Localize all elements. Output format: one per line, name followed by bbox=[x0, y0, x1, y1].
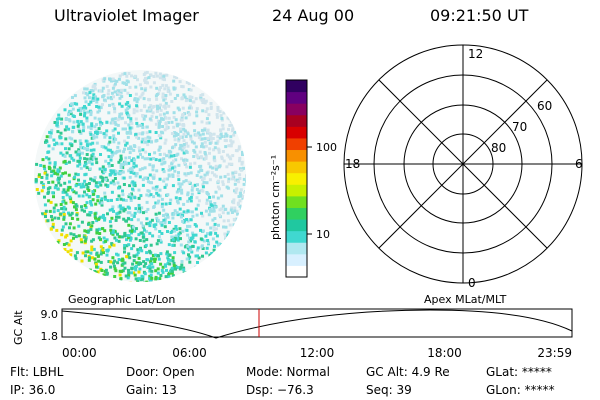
glon-status: GLon: ***** bbox=[486, 383, 555, 397]
colorbar-segment bbox=[286, 230, 307, 243]
door-status: Door: Open bbox=[126, 365, 195, 379]
timeline-x-ticks: 00:00 06:00 12:00 18:00 23:59 bbox=[62, 346, 572, 360]
colorbar-segment bbox=[286, 184, 307, 197]
colorbar-segment bbox=[286, 265, 307, 278]
colorbar-segment bbox=[286, 172, 307, 185]
colorbar bbox=[285, 79, 308, 278]
colorbar-segment bbox=[286, 149, 307, 162]
timeline-xtick-label: 18:00 bbox=[427, 346, 462, 360]
gain-status: Gain: 13 bbox=[126, 383, 177, 397]
timeline-ytick-min: 1.8 bbox=[41, 330, 59, 343]
colorbar-segment bbox=[286, 137, 307, 151]
glat-status: GLat: ***** bbox=[486, 365, 552, 379]
dsp-status: Dsp: −76.3 bbox=[246, 383, 314, 397]
colorbar-segment bbox=[286, 219, 307, 232]
colorbar-segment bbox=[286, 253, 307, 266]
polar-label-6: 6 bbox=[575, 157, 583, 171]
timeline-ytick-max: 9.0 bbox=[41, 308, 59, 321]
timeline-xtick-label: 06:00 bbox=[172, 346, 207, 360]
colorbar-label-10: 10 bbox=[316, 228, 330, 241]
altitude-curve bbox=[61, 309, 573, 339]
time-label: 09:21:50 UT bbox=[430, 6, 529, 25]
polar-diagonal-2 bbox=[378, 79, 548, 249]
polar-label-70: 70 bbox=[512, 120, 527, 134]
timeline-axis-title: GC Alt bbox=[12, 310, 25, 345]
timeline-frame bbox=[61, 308, 573, 338]
timeline-right-label: Apex MLat/MLT bbox=[424, 293, 507, 306]
timeline-xtick-label: 12:00 bbox=[300, 346, 335, 360]
polar-label-12: 12 bbox=[468, 47, 483, 61]
polar-label-0: 0 bbox=[468, 276, 476, 290]
ip-status: IP: 36.0 bbox=[10, 383, 56, 397]
mode-status: Mode: Normal bbox=[246, 365, 330, 379]
uv-image-disk bbox=[34, 70, 246, 282]
colorbar-segment bbox=[286, 80, 307, 93]
colorbar-segment bbox=[286, 207, 307, 220]
colorbar-segment bbox=[286, 195, 307, 208]
timeline-xtick-label: 23:59 bbox=[537, 346, 572, 360]
filter-status: Flt: LBHL bbox=[10, 365, 64, 379]
timeline-left-label: Geographic Lat/Lon bbox=[68, 293, 175, 306]
gc-alt-status: GC Alt: 4.9 Re bbox=[366, 365, 450, 379]
sequence-status: Seq: 39 bbox=[366, 383, 412, 397]
instrument-title: Ultraviolet Imager bbox=[54, 6, 199, 25]
colorbar-segment bbox=[286, 91, 307, 104]
colorbar-segment bbox=[286, 103, 307, 116]
colorbar-segment bbox=[286, 161, 307, 174]
polar-label-60: 60 bbox=[537, 99, 552, 113]
polar-grid bbox=[343, 44, 583, 284]
colorbar-segment bbox=[286, 242, 307, 255]
colorbar-label-100: 100 bbox=[316, 141, 337, 154]
colorbar-frame bbox=[285, 79, 308, 278]
polar-label-80: 80 bbox=[491, 141, 506, 155]
colorbar-segment bbox=[286, 114, 307, 127]
polar-label-18: 18 bbox=[345, 157, 360, 171]
colorbar-segment bbox=[286, 126, 307, 139]
date-label: 24 Aug 00 bbox=[272, 6, 355, 25]
colorbar-unit-label: photon cm⁻²s⁻¹ bbox=[269, 155, 282, 240]
timeline-xtick-label: 00:00 bbox=[62, 346, 97, 360]
